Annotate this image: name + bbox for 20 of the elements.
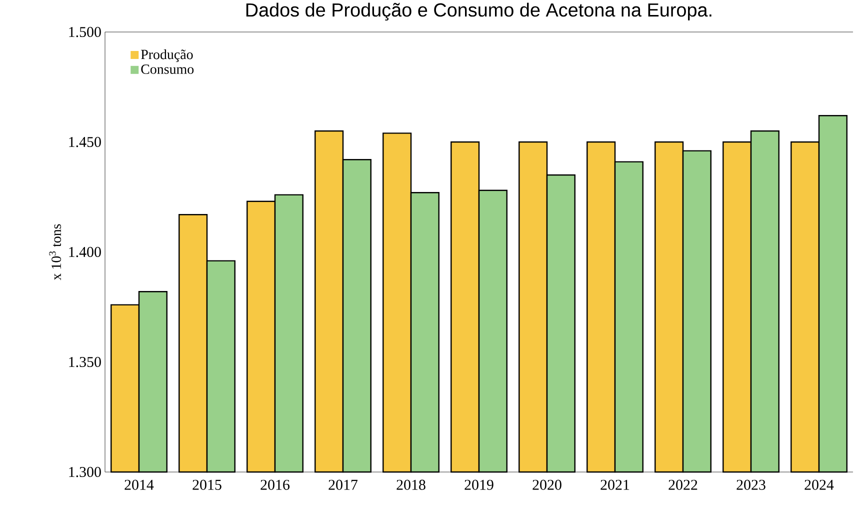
x-tick-label: 2016	[260, 480, 290, 490]
x-tick-label: 2017	[328, 480, 358, 490]
y-tick-label: 1.300	[69, 466, 101, 478]
y-axis-title: x 10$^{3}$ tons	[49, 224, 62, 280]
y-tick-label: 1.400	[69, 246, 101, 258]
x-tick-label: 2018	[396, 480, 426, 490]
x-tick-label: 2022	[668, 480, 698, 490]
x-tick-label: 2023	[736, 480, 766, 490]
legend-label: Consumo	[141, 64, 194, 74]
legend-label: Produção	[141, 49, 193, 62]
chart-title: Dados de Produção e Consumo de Acetona na Europa.	[246, 2, 712, 21]
x-tick-label: 2024	[804, 480, 834, 490]
x-tick-label: 2021	[600, 480, 630, 490]
y-tick-label: 1.350	[69, 356, 101, 368]
x-tick-label: 2019	[464, 480, 494, 490]
x-tick-label: 2014	[124, 480, 154, 490]
x-tick-label: 2015	[192, 480, 222, 490]
y-tick-label: 1.500	[69, 26, 101, 38]
x-tick-label: 2020	[532, 480, 562, 490]
y-tick-label: 1.450	[69, 136, 101, 148]
